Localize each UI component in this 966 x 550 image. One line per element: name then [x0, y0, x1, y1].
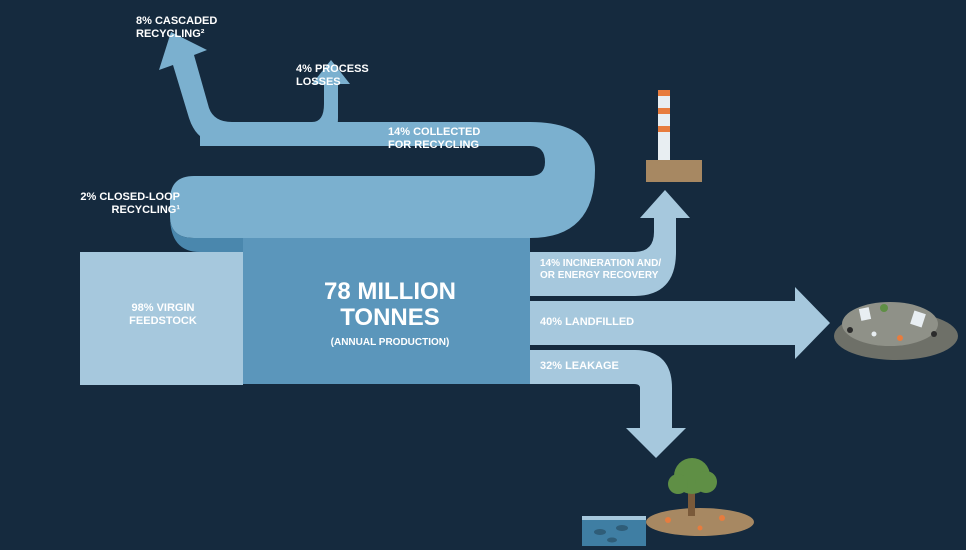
main-title: 78 MILLION TONNES (ANNUAL PRODUCTION) — [290, 278, 490, 349]
main-title-line2: TONNES — [290, 304, 490, 332]
landfilled-label: 40% LANDFILLED — [540, 316, 634, 329]
closed-loop-label: 2% CLOSED-LOOPRECYCLING¹ — [70, 191, 180, 216]
collected-label: 14% COLLECTEDFOR RECYCLING — [388, 126, 480, 151]
cascaded-label: 8% CASCADEDRECYCLING² — [136, 15, 217, 40]
feedstock-label: 98% VIRGINFEEDSTOCK — [108, 302, 218, 327]
main-title-line1: 78 MILLION — [290, 278, 490, 306]
process-loss-label: 4% PROCESSLOSSES — [296, 63, 369, 88]
leakage-icon — [582, 458, 762, 550]
leakage-label: 32% LEAKAGE — [540, 360, 619, 373]
flow-diagram — [0, 0, 966, 550]
incinerator-icon — [610, 88, 730, 208]
landfill-icon — [830, 278, 966, 378]
main-subtitle: (ANNUAL PRODUCTION) — [290, 337, 490, 349]
incineration-label: 14% INCINERATION AND/OR ENERGY RECOVERY — [540, 258, 700, 281]
cascaded-arrow — [159, 32, 250, 143]
